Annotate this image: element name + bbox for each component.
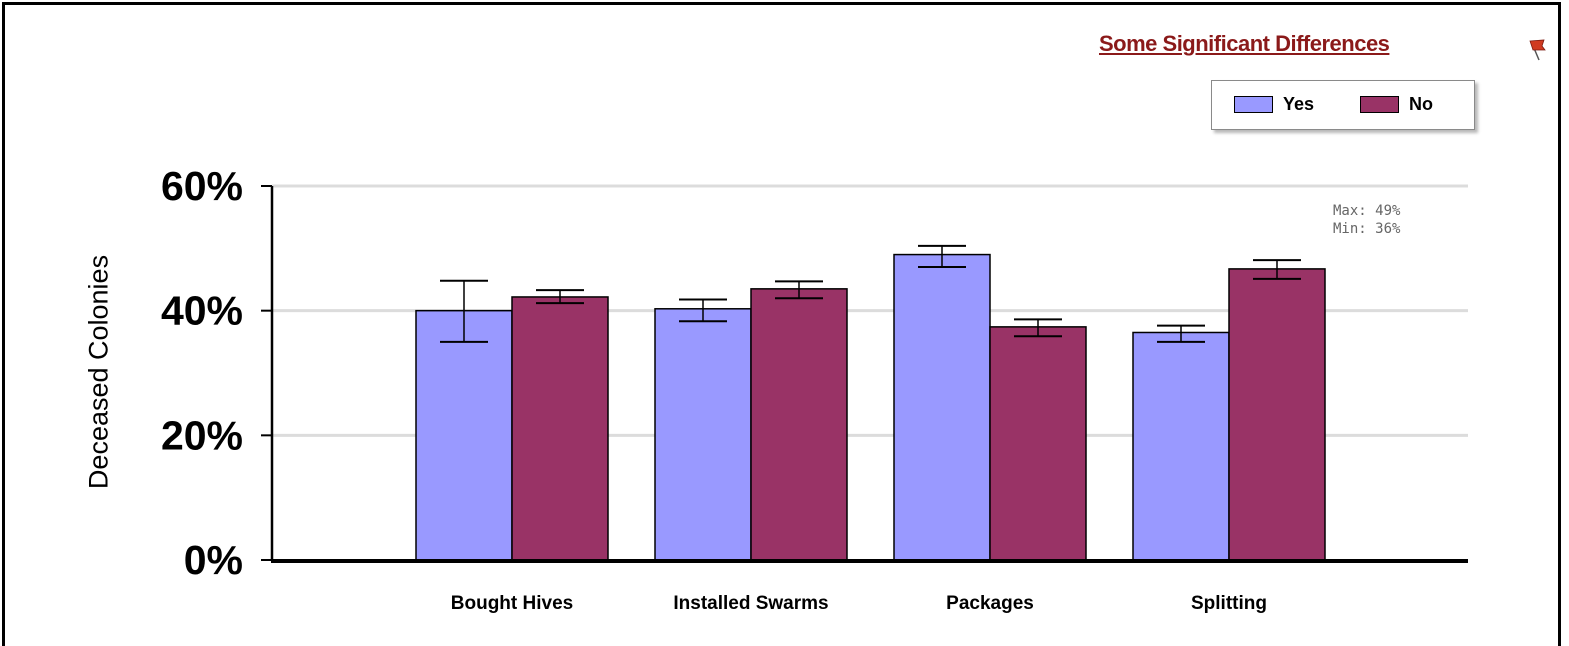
bar-no-0 xyxy=(512,297,608,560)
x-tick-label: Bought Hives xyxy=(451,593,573,614)
y-tick-label: 0% xyxy=(184,537,243,583)
x-tick-label: Packages xyxy=(946,593,1034,614)
bar-yes-3 xyxy=(1133,332,1229,560)
bar-yes-2 xyxy=(894,255,990,560)
y-tick-label: 60% xyxy=(161,163,243,209)
y-tick-label: 20% xyxy=(161,412,243,458)
y-tick-label: 40% xyxy=(161,288,243,334)
bars-layer xyxy=(416,255,1325,560)
x-tick-label: Installed Swarms xyxy=(673,593,828,614)
bar-no-2 xyxy=(990,327,1086,560)
bar-yes-1 xyxy=(655,309,751,560)
x-tick-label: Splitting xyxy=(1191,593,1267,614)
bar-yes-0 xyxy=(416,311,512,560)
bar-no-3 xyxy=(1229,269,1325,560)
bar-no-1 xyxy=(751,289,847,560)
